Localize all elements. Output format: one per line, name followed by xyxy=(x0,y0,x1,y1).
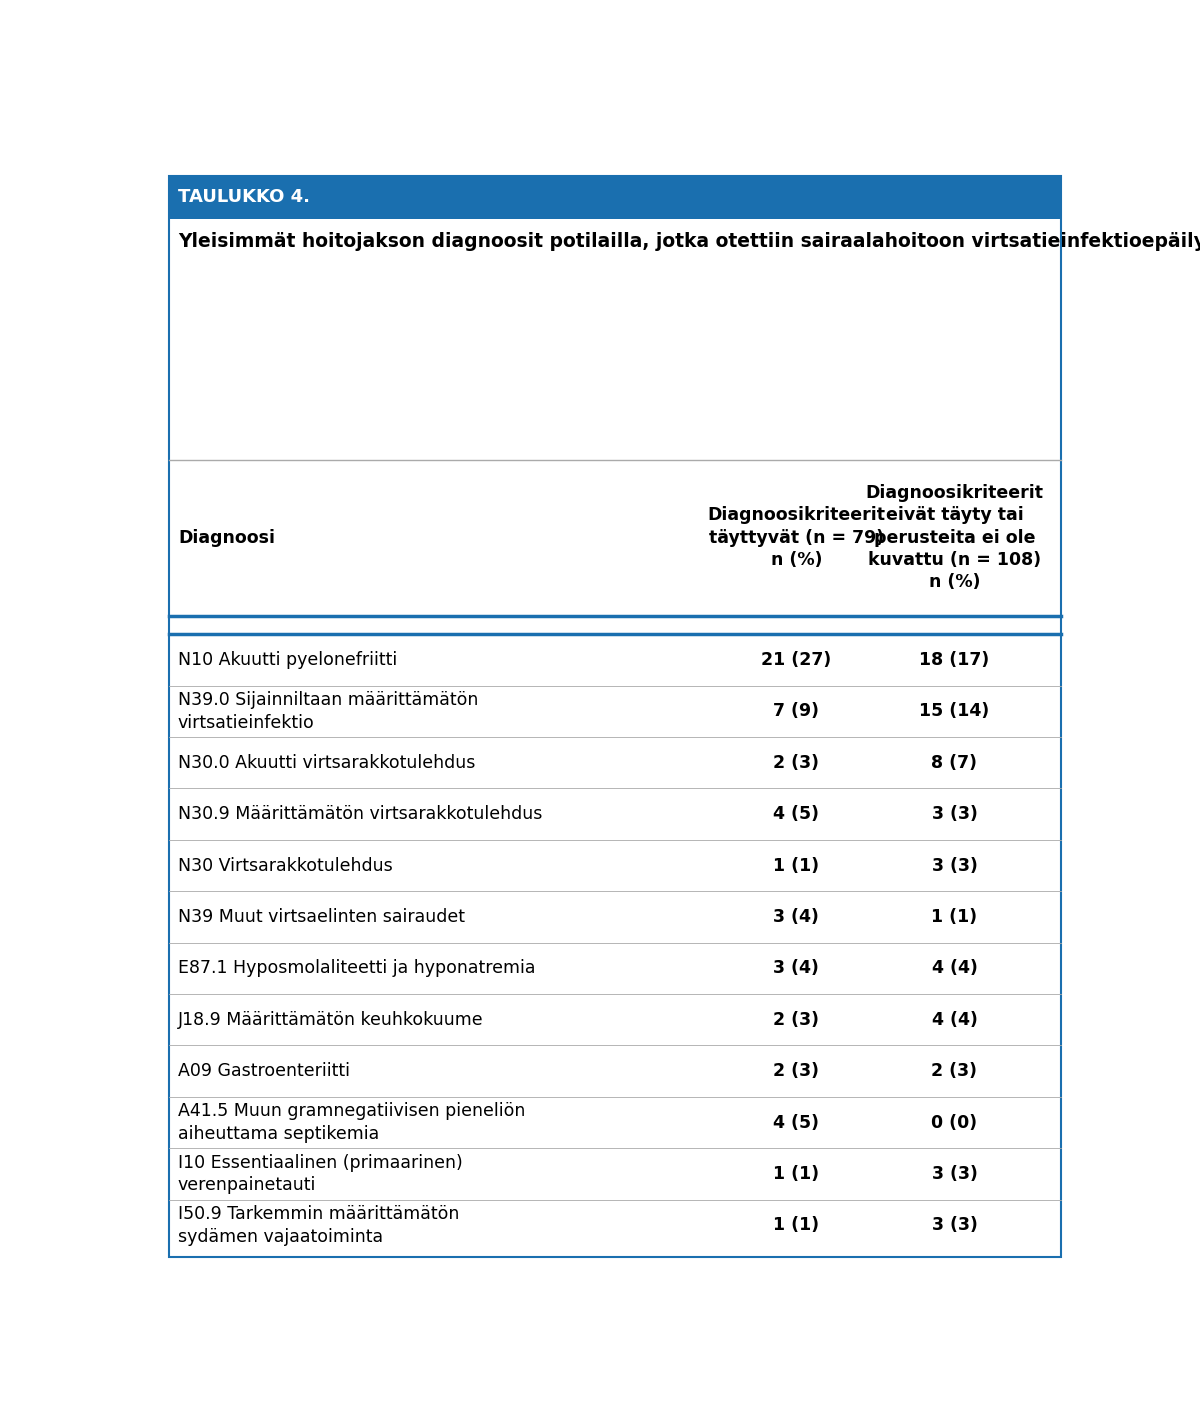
Text: 3 (4): 3 (4) xyxy=(774,960,820,977)
Text: 4 (5): 4 (5) xyxy=(773,1113,820,1132)
Text: 3 (3): 3 (3) xyxy=(931,856,977,875)
Text: 3 (3): 3 (3) xyxy=(931,1217,977,1235)
Text: N39 Muut virtsaelinten sairaudet: N39 Muut virtsaelinten sairaudet xyxy=(178,908,464,926)
Text: A09 Gastroenteriitti: A09 Gastroenteriitti xyxy=(178,1062,350,1081)
Text: J18.9 Määrittämätön keuhkokuume: J18.9 Määrittämätön keuhkokuume xyxy=(178,1011,484,1029)
Text: 2 (3): 2 (3) xyxy=(773,754,820,771)
Text: N39.0 Sijainniltaan määrittämätön
virtsatieinfektio: N39.0 Sijainniltaan määrittämätön virtsa… xyxy=(178,691,479,732)
Text: 4 (4): 4 (4) xyxy=(931,1011,977,1029)
Text: 1 (1): 1 (1) xyxy=(773,1217,820,1235)
Text: N30.0 Akuutti virtsarakkotulehdus: N30.0 Akuutti virtsarakkotulehdus xyxy=(178,754,475,771)
Text: Diagnoosikriteerit
täyttyvät (n = 79)
n (%): Diagnoosikriteerit täyttyvät (n = 79) n … xyxy=(707,506,886,569)
Text: 3 (3): 3 (3) xyxy=(931,805,977,822)
Text: 2 (3): 2 (3) xyxy=(773,1062,820,1081)
Text: 1 (1): 1 (1) xyxy=(931,908,978,926)
Text: N30.9 Määrittämätön virtsarakkotulehdus: N30.9 Määrittämätön virtsarakkotulehdus xyxy=(178,805,542,822)
Text: A41.5 Muun gramnegatiivisen pieneliön
aiheuttama septikemia: A41.5 Muun gramnegatiivisen pieneliön ai… xyxy=(178,1102,526,1143)
Text: 0 (0): 0 (0) xyxy=(931,1113,978,1132)
Text: N30 Virtsarakkotulehdus: N30 Virtsarakkotulehdus xyxy=(178,856,392,875)
Text: 7 (9): 7 (9) xyxy=(773,702,820,720)
Text: Diagnoosi: Diagnoosi xyxy=(178,529,275,546)
Text: I10 Essentiaalinen (primaarinen)
verenpainetauti: I10 Essentiaalinen (primaarinen) verenpa… xyxy=(178,1153,463,1194)
Text: 8 (7): 8 (7) xyxy=(931,754,978,771)
Text: TAULUKKO 4.: TAULUKKO 4. xyxy=(178,189,310,207)
FancyBboxPatch shape xyxy=(168,176,1062,220)
Text: 3 (3): 3 (3) xyxy=(931,1166,977,1183)
Text: 15 (14): 15 (14) xyxy=(919,702,990,720)
Text: E87.1 Hyposmolaliteetti ja hyponatremia: E87.1 Hyposmolaliteetti ja hyponatremia xyxy=(178,960,535,977)
Text: 21 (27): 21 (27) xyxy=(761,651,832,669)
Text: 2 (3): 2 (3) xyxy=(773,1011,820,1029)
Text: Diagnoosikriteerit
eivät täyty tai
perusteita ei ole
kuvattu (n = 108)
n (%): Diagnoosikriteerit eivät täyty tai perus… xyxy=(865,484,1044,591)
Text: 2 (3): 2 (3) xyxy=(931,1062,978,1081)
Text: 18 (17): 18 (17) xyxy=(919,651,990,669)
Text: N10 Akuutti pyelonefriitti: N10 Akuutti pyelonefriitti xyxy=(178,651,397,669)
Text: Yleisimmät hoitojakson diagnoosit potilailla, jotka otettiin sairaalahoitoon vir: Yleisimmät hoitojakson diagnoosit potila… xyxy=(178,233,1200,251)
Text: I50.9 Tarkemmin määrittämätön
sydämen vajaatoiminta: I50.9 Tarkemmin määrittämätön sydämen va… xyxy=(178,1205,460,1246)
Text: 4 (4): 4 (4) xyxy=(931,960,977,977)
Text: 1 (1): 1 (1) xyxy=(773,1166,820,1183)
Text: 3 (4): 3 (4) xyxy=(774,908,820,926)
Text: 1 (1): 1 (1) xyxy=(773,856,820,875)
Text: 4 (5): 4 (5) xyxy=(773,805,820,822)
